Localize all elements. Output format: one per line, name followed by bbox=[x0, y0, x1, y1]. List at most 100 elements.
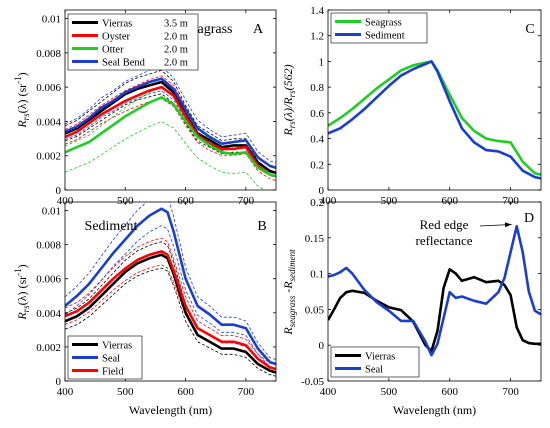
axes-frame bbox=[327, 201, 542, 382]
series-line-vierras bbox=[328, 268, 541, 353]
panel-a: 400 500 600 700 0 0.002 0.004 0.006 0.008 0.01 bbox=[36, 9, 277, 207]
x-tick-label: 400 bbox=[320, 195, 337, 207]
y-tick-label: -0.05 bbox=[301, 376, 324, 388]
y-axis-label: Rrs(λ)/Rrs(562) bbox=[281, 64, 297, 136]
y-tick-label: 1 bbox=[319, 56, 325, 68]
y-tick-label: 0.004 bbox=[36, 116, 61, 128]
annotation-text: reflectance bbox=[415, 233, 472, 248]
y-label-part: (λ)/R bbox=[281, 97, 295, 122]
y-axis-label: Rrs(λ) (sr-1) bbox=[13, 264, 31, 320]
series-line-vierras bbox=[65, 80, 276, 175]
legend-depth: 2.0 m bbox=[164, 58, 188, 69]
annotation-text: Red edge bbox=[420, 217, 469, 232]
series-upper-bound bbox=[65, 86, 276, 173]
series-line-sediment bbox=[328, 60, 541, 180]
x-tick-label: 600 bbox=[441, 386, 458, 398]
y-tick-label: 0.006 bbox=[36, 274, 61, 286]
legend-label: Sediment bbox=[365, 31, 405, 42]
legend-depth: 3.5 m bbox=[164, 19, 188, 30]
x-tick-label: 600 bbox=[441, 195, 458, 207]
x-tick-label: 400 bbox=[320, 386, 337, 398]
y-tick-label: 0 bbox=[56, 185, 62, 197]
axes-frame bbox=[327, 9, 542, 191]
legend-depth: 2.0 m bbox=[164, 32, 188, 43]
x-tick-label: 500 bbox=[117, 195, 134, 207]
y-tick-label: 0.1 bbox=[310, 269, 324, 281]
y-label-subscript: rs bbox=[21, 305, 31, 313]
x-tick-label: 600 bbox=[177, 195, 194, 207]
y-tick-label: 0.002 bbox=[36, 151, 61, 163]
x-tick-label: 500 bbox=[381, 386, 398, 398]
y-axis-label: Rseagrass -Rsediment bbox=[281, 249, 297, 336]
plot-area bbox=[328, 225, 541, 357]
legend-label: Oyster bbox=[102, 32, 130, 43]
series-line-seal bbox=[65, 207, 276, 366]
y-tick-label: 0.01 bbox=[42, 14, 61, 26]
x-tick-label: 400 bbox=[57, 386, 74, 398]
y-label-part: (562) bbox=[281, 64, 295, 90]
series-upper-bound bbox=[65, 75, 276, 173]
x-tick-label: 500 bbox=[117, 386, 134, 398]
legend-difference: Vierras Seal bbox=[330, 346, 420, 378]
y-tick-label: 0.2 bbox=[310, 197, 324, 209]
legend-normalized: Seagrass Sediment bbox=[330, 12, 428, 44]
y-tick-label: 0.2 bbox=[310, 159, 324, 171]
y-tick-label: 0.8 bbox=[310, 82, 324, 94]
y-tick-label: 0 bbox=[319, 340, 325, 352]
axes-frame bbox=[64, 201, 277, 382]
legend-box bbox=[330, 346, 420, 378]
series-line-otter bbox=[65, 96, 276, 178]
series-upper-bound bbox=[65, 237, 276, 366]
y-tick-label: 1.2 bbox=[310, 31, 324, 43]
legend-label: Field bbox=[102, 367, 124, 378]
series-upper-bound bbox=[65, 69, 276, 169]
y-label-part: -R bbox=[281, 281, 295, 296]
y-label-subscript: rs bbox=[21, 113, 31, 121]
y-tick-label: 1.4 bbox=[310, 5, 324, 17]
series-line-seal bbox=[328, 225, 541, 357]
y-tick-label: 0.01 bbox=[42, 206, 61, 218]
plot-area bbox=[328, 60, 541, 180]
y-tick-label: 0.4 bbox=[310, 134, 324, 146]
y-label-part: ) bbox=[15, 264, 29, 268]
plot-area bbox=[65, 66, 276, 190]
series-line-field bbox=[65, 250, 276, 371]
y-label-part: R bbox=[281, 327, 295, 336]
y-label-superscript: -1 bbox=[13, 76, 23, 84]
y-label-part: ) bbox=[15, 72, 29, 76]
series-upper-bound bbox=[65, 202, 276, 360]
legend-depth: 2.0 m bbox=[164, 45, 188, 56]
legend-label: Vierras bbox=[365, 352, 395, 363]
x-tick-label: 700 bbox=[238, 195, 255, 207]
series-line-seagrass bbox=[328, 60, 541, 176]
y-tick-label: 0.008 bbox=[36, 240, 61, 252]
panel-d: 400 500 600 700 -0.05 0 0.05 0.1 0.15 0.2 Waveleng… bbox=[301, 197, 542, 417]
legend-label: Seal bbox=[102, 354, 120, 365]
y-label-subscript: sediment bbox=[287, 249, 297, 281]
annotation-arrowhead bbox=[504, 222, 512, 228]
panel-title: Sediment bbox=[85, 219, 138, 234]
y-label-subscript: seagrass bbox=[287, 295, 297, 327]
legend-seagrass: Vierras 3.5 m Oyster 2.0 m Otter 2.0 m Seal Be… bbox=[67, 13, 199, 71]
y-label-part: R bbox=[15, 312, 29, 321]
axes-frame bbox=[64, 9, 277, 191]
series-upper-bound bbox=[65, 66, 276, 164]
legend-label: Vierras bbox=[102, 341, 132, 352]
panel-letter: C bbox=[525, 22, 534, 37]
legend-label: Vierras bbox=[102, 19, 132, 30]
y-tick-label: 0.006 bbox=[36, 82, 61, 94]
y-axis-label: Rrs(λ) (sr-1) bbox=[13, 72, 31, 128]
y-tick-label: 0.05 bbox=[305, 304, 325, 316]
legend-label: Otter bbox=[102, 45, 124, 56]
y-label-part: (λ) (sr bbox=[15, 276, 29, 305]
y-tick-label: 0.6 bbox=[310, 108, 324, 120]
y-tick-label: 0 bbox=[56, 376, 62, 388]
x-tick-label: 600 bbox=[177, 386, 194, 398]
legend-label: Seal bbox=[365, 365, 383, 376]
y-label-part: R bbox=[281, 128, 295, 137]
x-tick-label: 700 bbox=[238, 386, 255, 398]
legend-label: Seagrass bbox=[365, 18, 402, 29]
